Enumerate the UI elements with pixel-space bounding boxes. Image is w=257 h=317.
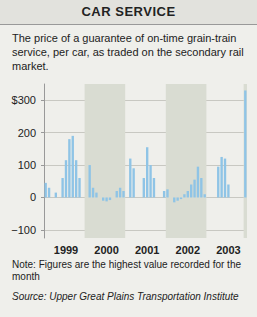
svg-text:200: 200 xyxy=(18,127,36,139)
html-text:CAR SERVICE: CAR SERVICE xyxy=(81,4,176,19)
svg-text:2002: 2002 xyxy=(176,244,200,256)
svg-text:$300: $300 xyxy=(12,94,36,106)
svg-text:100: 100 xyxy=(18,159,36,171)
html-text:Source: Upper Great Plains Tra: Source: Upper Great Plains Transportatio… xyxy=(12,291,239,302)
svg-text:−100: −100 xyxy=(11,224,36,236)
svg-text:2003: 2003 xyxy=(216,244,240,256)
html-text:Note: Figures are the highest: Note: Figures are the highest value reco… xyxy=(12,259,241,282)
svg-text:1999: 1999 xyxy=(54,244,78,256)
svg-text:0: 0 xyxy=(30,191,36,203)
svg-text:2001: 2001 xyxy=(135,244,159,256)
svg-text:2000: 2000 xyxy=(94,244,118,256)
html-text:The price of a guarantee of on: The price of a guarantee of on-time grai… xyxy=(12,32,244,72)
